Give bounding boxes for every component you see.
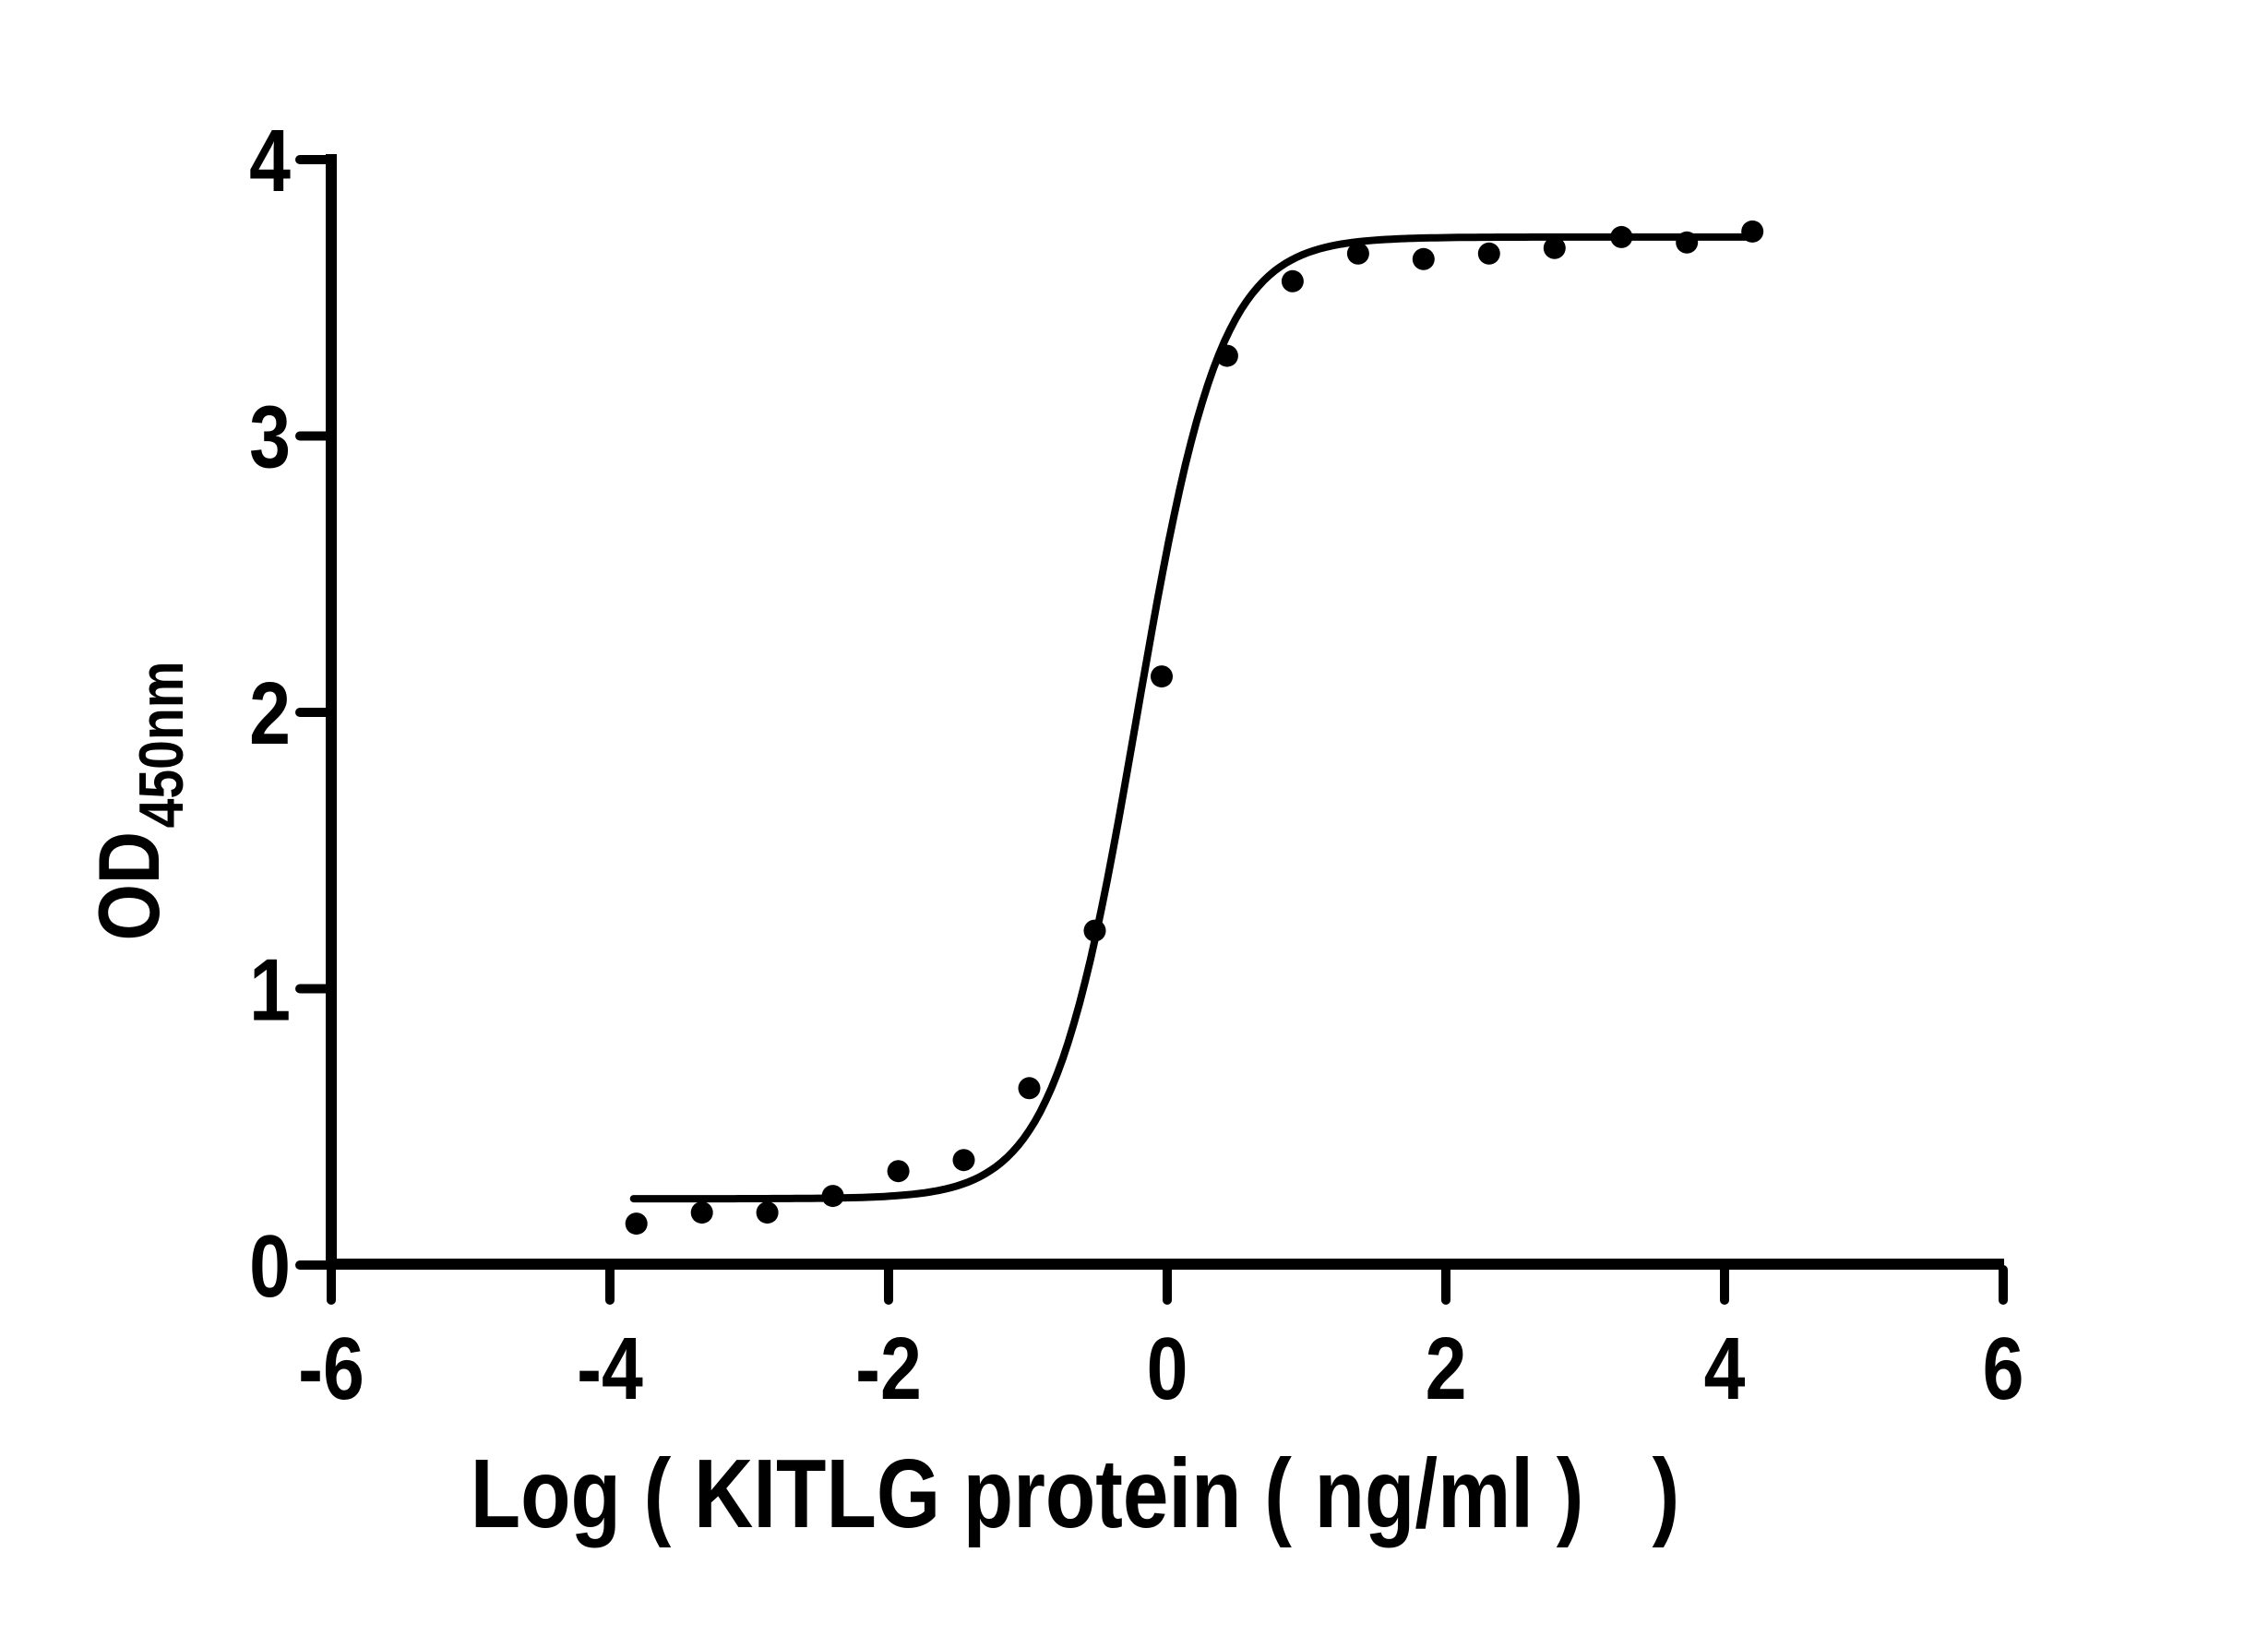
y-axis-title: OD 450nm: [81, 661, 197, 940]
y-tick-label: 1: [249, 940, 291, 1039]
fit-curve: [629, 233, 1758, 1203]
x-tick-label: 0: [1147, 1319, 1188, 1417]
data-point: [1083, 919, 1106, 942]
curve-layer: [629, 233, 1758, 1203]
data-point: [1543, 236, 1566, 259]
data-point: [1741, 220, 1764, 243]
data-point: [1477, 242, 1500, 265]
y-axis-title-subscript: 450nm: [126, 661, 197, 828]
x-tick-label: 4: [1704, 1319, 1746, 1417]
data-point: [1215, 344, 1238, 367]
axes: -6 -4 -2 0 2 4 6 0 1 2 3 4: [249, 111, 2023, 1417]
data-point: [756, 1201, 779, 1224]
point-layer: [625, 220, 1764, 1236]
x-tick-label: -6: [298, 1319, 364, 1417]
data-point: [1151, 665, 1173, 688]
y-tick-label: 2: [249, 663, 291, 762]
data-point: [952, 1149, 975, 1172]
y-tick-label: 0: [249, 1216, 291, 1315]
data-point: [1281, 269, 1304, 293]
y-tick-label: 3: [249, 388, 291, 486]
x-tick-label: -2: [855, 1319, 922, 1417]
data-point: [690, 1201, 713, 1224]
data-point: [625, 1212, 648, 1236]
data-point: [1018, 1077, 1041, 1100]
y-axis-title-main: OD: [81, 831, 178, 940]
data-point: [1676, 231, 1699, 254]
data-point: [821, 1185, 844, 1208]
data-point: [1346, 242, 1369, 265]
data-point: [1610, 225, 1633, 248]
data-point: [887, 1160, 910, 1183]
x-axis-title: Log ( KITLG protein ( ng/ml ) ): [471, 1439, 1679, 1548]
data-point: [1412, 247, 1435, 270]
x-tick-label: 2: [1426, 1319, 1467, 1417]
y-tick-label: 4: [249, 111, 291, 209]
x-tick-label: -4: [577, 1319, 643, 1417]
x-tick-label: 6: [1983, 1319, 2024, 1417]
